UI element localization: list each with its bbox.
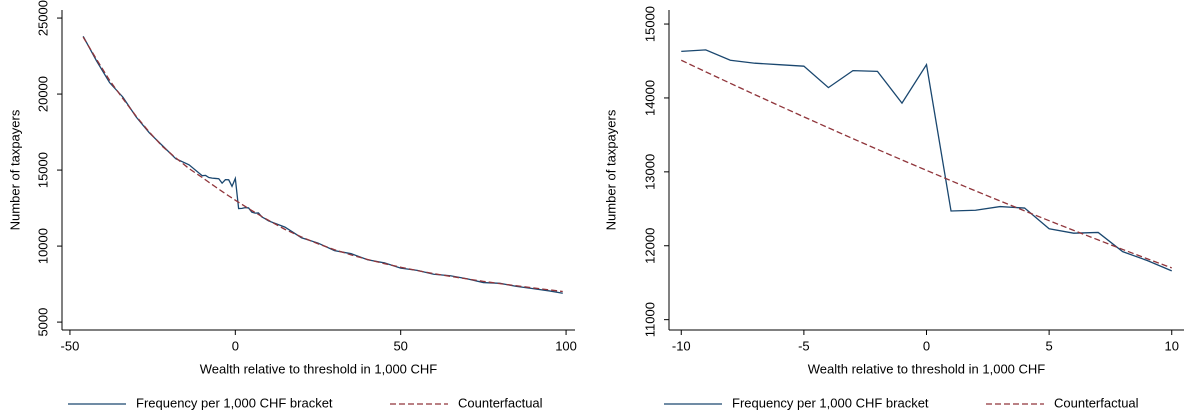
y-axis-label: Number of taxpayers: [7, 109, 22, 230]
y-tick-label: 20000: [35, 76, 50, 112]
x-tick-label: 0: [232, 338, 239, 353]
y-axis-label: Number of taxpayers: [603, 109, 618, 230]
x-tick-label: -10: [672, 338, 691, 353]
y-tick-label: 5000: [35, 308, 50, 337]
x-axis-label: Wealth relative to threshold in 1,000 CH…: [808, 361, 1046, 376]
y-tick-label: 15000: [642, 6, 657, 42]
legend-label: Counterfactual: [1054, 395, 1139, 410]
x-tick-label: 100: [555, 338, 577, 353]
legend-label: Frequency per 1,000 CHF bracket: [136, 395, 333, 410]
y-tick-label: 25000: [35, 0, 50, 36]
x-tick-label: -5: [798, 338, 810, 353]
y-tick-label: 12000: [642, 228, 657, 264]
chart: 5000 10000 15000 20000 25000 -50 0 50 100 Wealth …: [7, 0, 576, 410]
x-axis-label: Wealth relative to threshold in 1,000 CH…: [200, 361, 438, 376]
data-line: [82, 36, 563, 293]
x-tick-label: -50: [61, 338, 80, 353]
x-tick-label: 5: [1046, 338, 1053, 353]
x-tick-label: 50: [393, 338, 407, 353]
chart: 11000 12000 13000 14000 15000 -10 -5 0 5 10 Wealth…: [603, 6, 1184, 410]
x-tick-label: 0: [923, 338, 930, 353]
y-tick-label: 15000: [35, 152, 50, 188]
y-tick-label: 11000: [642, 302, 657, 337]
y-tick-label: 13000: [642, 154, 657, 190]
y-tick-label: 14000: [642, 80, 657, 116]
x-tick-label: 10: [1165, 338, 1179, 353]
data-line: [680, 59, 1172, 269]
legend-label: Frequency per 1,000 CHF bracket: [732, 395, 929, 410]
data-line: [82, 35, 563, 294]
y-tick-label: 10000: [35, 228, 50, 264]
data-line: [681, 49, 1172, 272]
legend-label: Counterfactual: [458, 395, 543, 410]
